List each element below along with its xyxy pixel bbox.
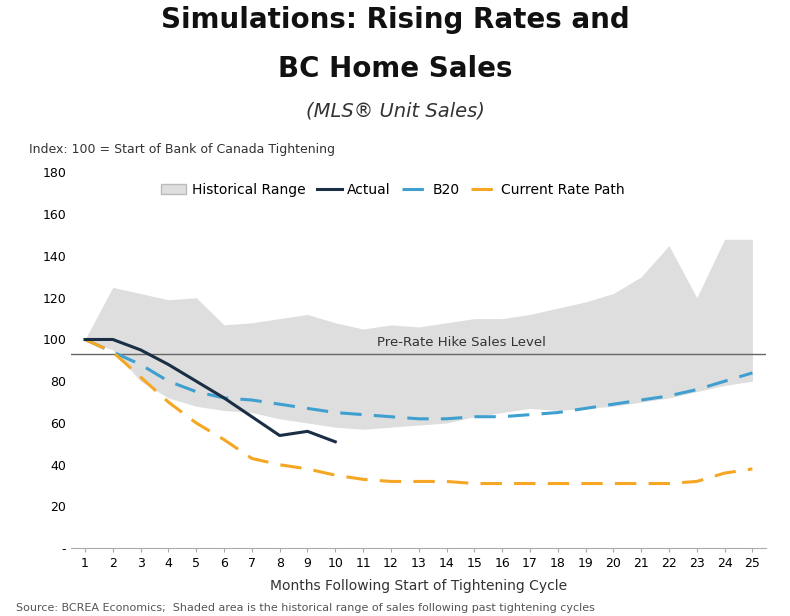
Text: Simulations: Rising Rates and: Simulations: Rising Rates and [160,6,630,34]
Text: BC Home Sales: BC Home Sales [278,55,512,83]
Text: Index: 100 = Start of Bank of Canada Tightening: Index: 100 = Start of Bank of Canada Tig… [29,142,336,156]
Text: (MLS® Unit Sales): (MLS® Unit Sales) [306,102,484,121]
Text: Pre-Rate Hike Sales Level: Pre-Rate Hike Sales Level [377,336,546,349]
Legend: Historical Range, Actual, B20, Current Rate Path: Historical Range, Actual, B20, Current R… [161,183,625,197]
X-axis label: Months Following Start of Tightening Cycle: Months Following Start of Tightening Cyc… [270,578,567,593]
Text: Source: BCREA Economics;  Shaded area is the historical range of sales following: Source: BCREA Economics; Shaded area is … [16,603,595,613]
